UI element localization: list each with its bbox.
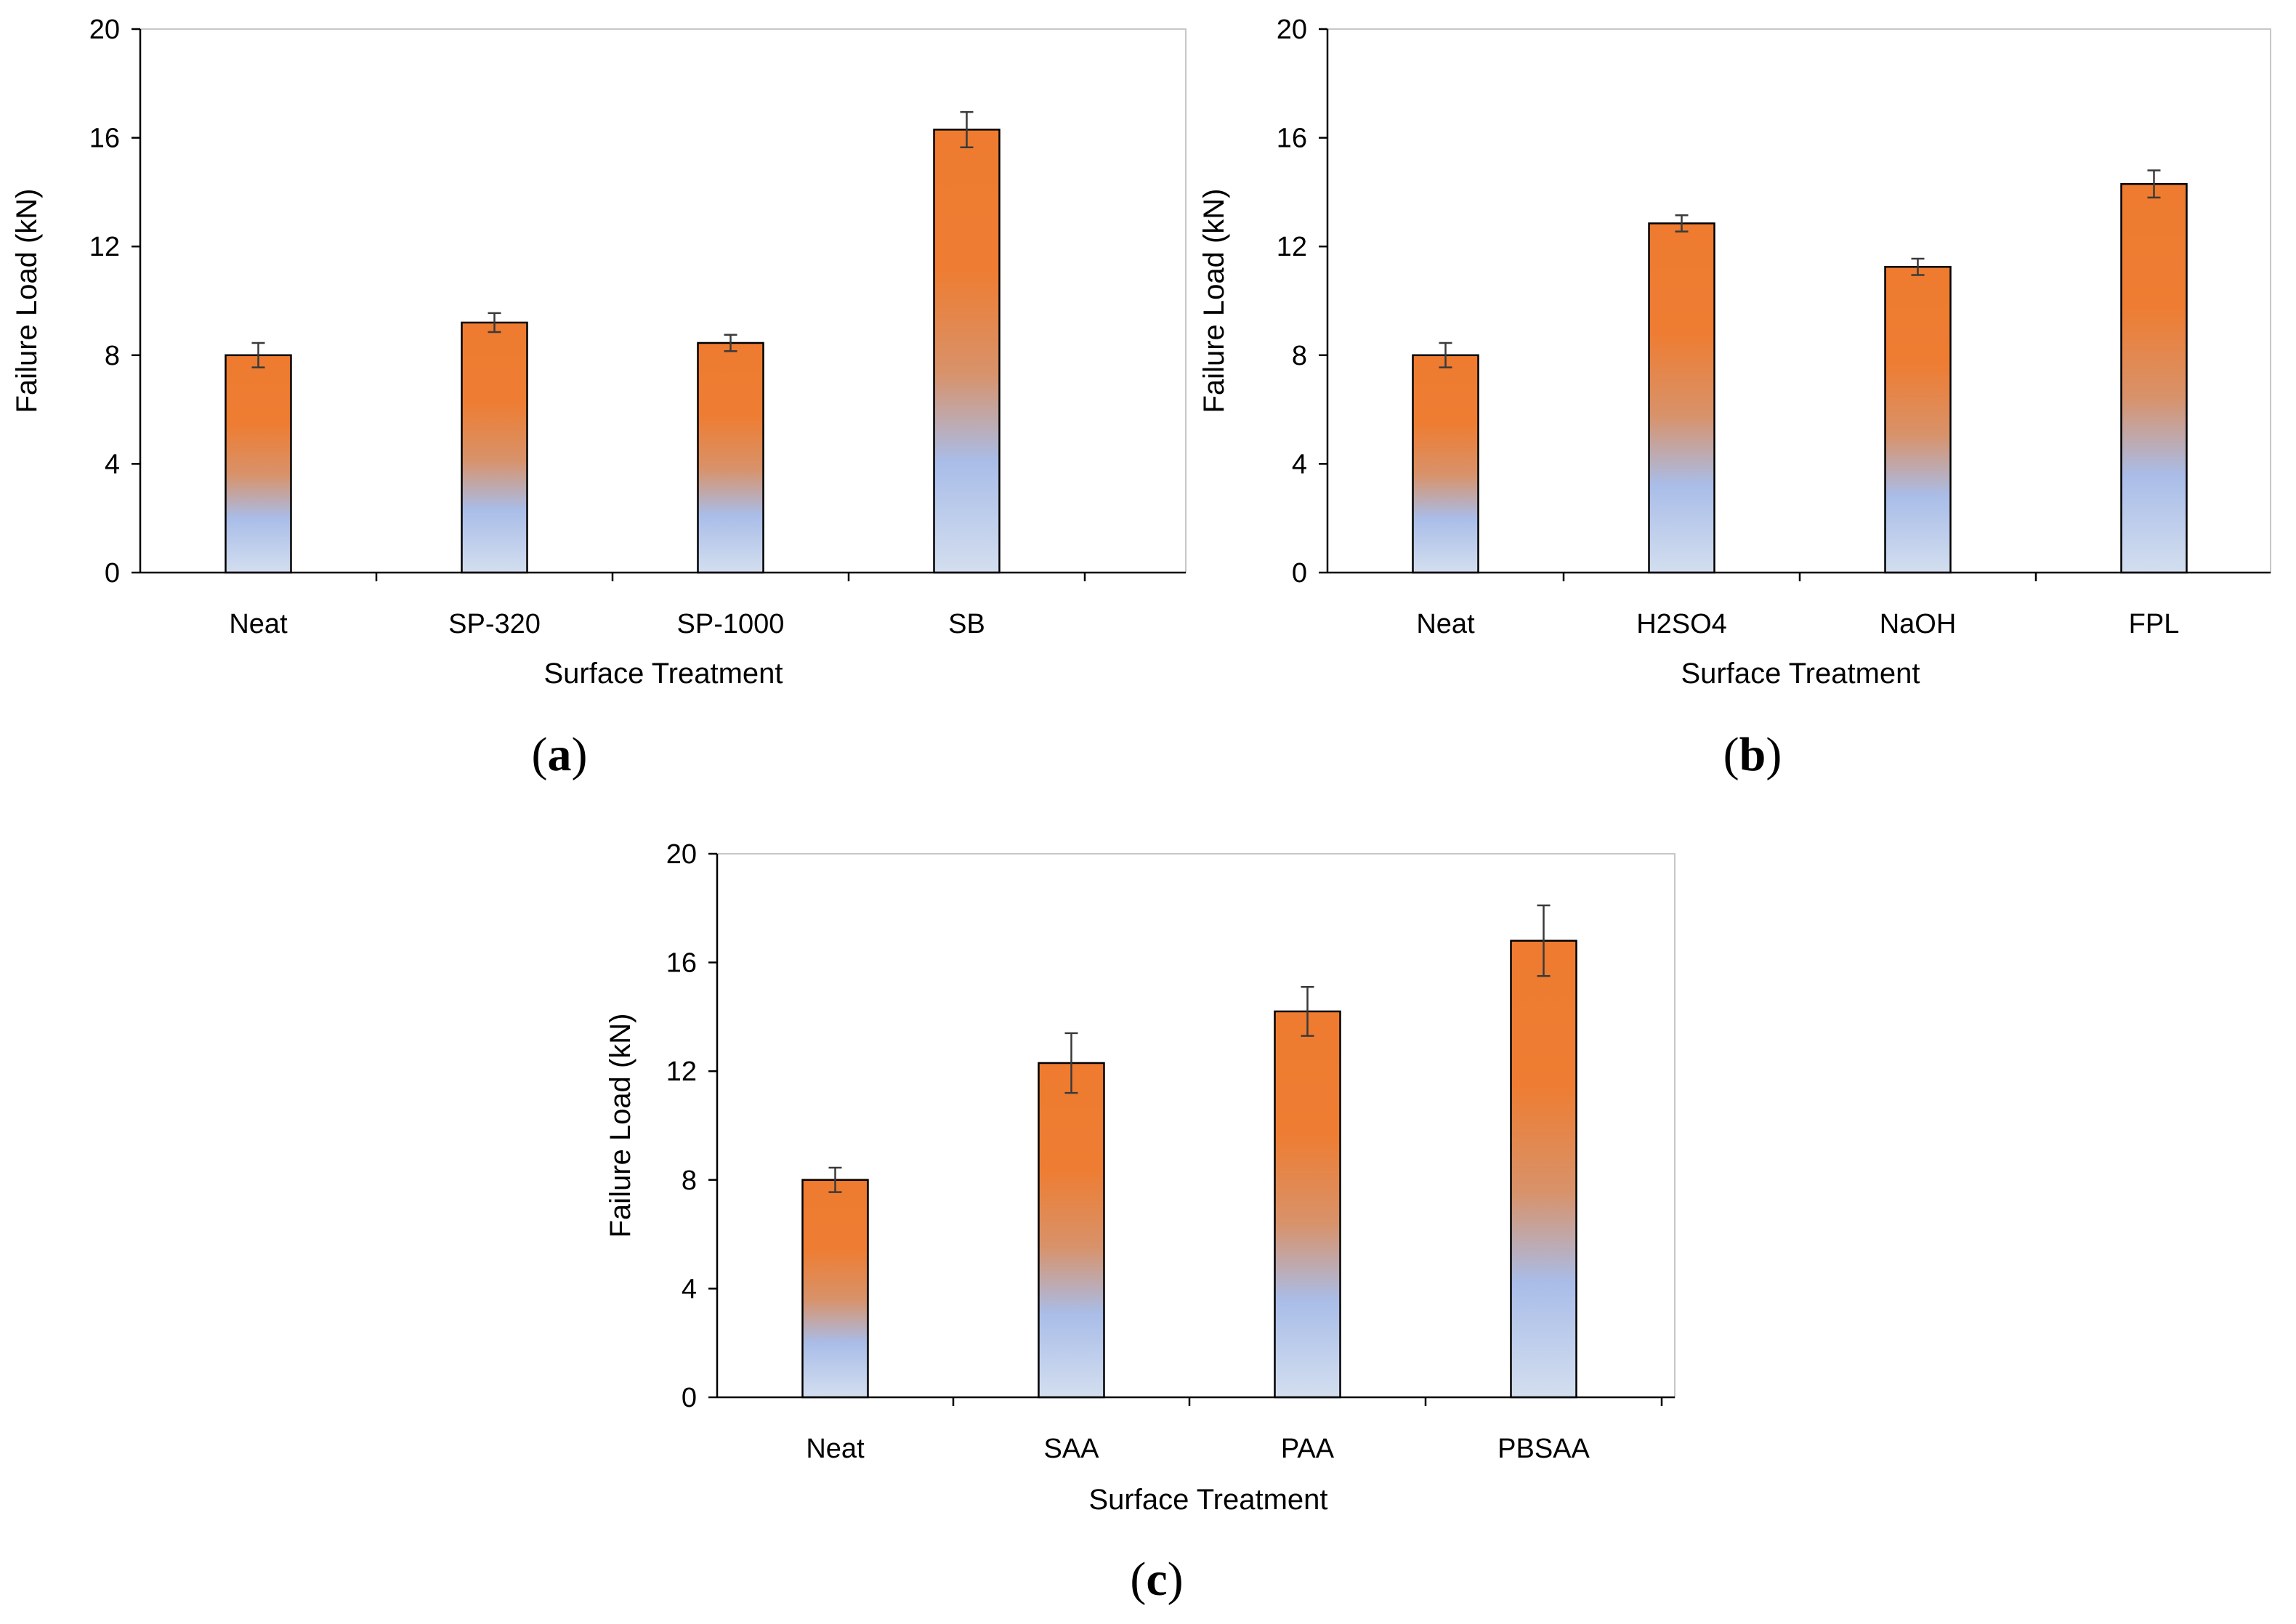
chart-panel-c: 0 4 8 12 16 20 Neat SAA PAA PBSAA Surface Treatm… <box>605 839 1675 1516</box>
y-tick-label: 4 <box>1292 449 1307 480</box>
bar-neat <box>1412 354 1479 574</box>
x-axis-title: Surface Treatment <box>1088 1484 1327 1516</box>
y-axis-ticks: 0 4 8 12 16 20 <box>89 15 140 589</box>
y-axis-ticks: 0 4 8 12 16 20 <box>1277 15 1327 589</box>
bar-h2so4 <box>1648 222 1715 574</box>
y-tick-label: 0 <box>105 558 120 589</box>
x-tick-label: H2SO4 <box>1636 609 1727 639</box>
bar-paa <box>1274 1010 1341 1399</box>
bar-naoh <box>1884 266 1952 574</box>
x-tick-label: SB <box>948 609 985 639</box>
y-tick-label: 8 <box>105 341 120 371</box>
bar-sp-1000 <box>697 342 764 574</box>
x-tick-label: SP-320 <box>448 609 541 639</box>
bar-fpl <box>2120 182 2188 574</box>
y-tick-label: 0 <box>682 1383 697 1413</box>
y-tick-label: 20 <box>666 839 697 870</box>
y-tick-label: 8 <box>1292 341 1307 371</box>
x-tick-label: Neat <box>806 1434 865 1464</box>
plot-frame <box>140 28 1187 573</box>
y-axis-title: Failure Load (kN) <box>1198 188 1230 413</box>
bar-sp-320 <box>461 321 528 574</box>
x-axis-title: Surface Treatment <box>543 658 783 690</box>
bars: Neat H2SO4 NaOH FPL <box>1412 169 2188 639</box>
x-tick-label: Neat <box>1416 609 1475 639</box>
chart-panel-a: 0 4 8 12 16 20 Neat SP-320 SP-1000 SB Surface Tr… <box>11 15 1187 690</box>
y-tick-label: 4 <box>682 1274 697 1304</box>
x-tick-label: SAA <box>1043 1434 1099 1464</box>
bars: Neat SP-320 SP-1000 SB <box>225 110 1086 639</box>
y-tick-label: 8 <box>682 1166 697 1196</box>
x-axis-title: Surface Treatment <box>1681 658 1920 690</box>
bar-pbsaa <box>1510 940 1577 1399</box>
y-tick-label: 4 <box>105 449 120 480</box>
y-tick-label: 12 <box>89 232 120 262</box>
bars: Neat SAA PAA PBSAA <box>801 904 1663 1464</box>
y-tick-label: 16 <box>89 124 120 154</box>
bar-neat <box>225 354 292 574</box>
y-tick-label: 20 <box>1277 15 1307 45</box>
y-tick-label: 0 <box>1292 558 1307 589</box>
y-axis-ticks: 0 4 8 12 16 20 <box>666 839 717 1413</box>
y-tick-label: 12 <box>1277 232 1307 262</box>
x-tick-label: FPL <box>2129 609 2180 639</box>
y-tick-label: 20 <box>89 15 120 45</box>
panel-label-b: (b) <box>1723 728 1782 781</box>
y-tick-label: 16 <box>1277 124 1307 154</box>
x-tick-label: PBSAA <box>1497 1434 1590 1464</box>
y-tick-label: 12 <box>666 1057 697 1087</box>
x-tick-label: NaOH <box>1880 609 1957 639</box>
x-tick-label: PAA <box>1281 1434 1335 1464</box>
bar-neat <box>801 1179 869 1399</box>
panel-label-a: (a) <box>532 728 588 781</box>
panel-label-c: (c) <box>1130 1553 1183 1606</box>
chart-panel-b: 0 4 8 12 16 20 Neat H2SO4 NaOH FPL Surface Treat… <box>1198 15 2271 690</box>
y-axis-title: Failure Load (kN) <box>605 1013 636 1237</box>
y-axis-title: Failure Load (kN) <box>11 188 43 413</box>
x-tick-label: Neat <box>229 609 288 639</box>
bar-saa <box>1038 1062 1105 1399</box>
y-tick-label: 16 <box>666 948 697 979</box>
bar-sb <box>933 129 1001 574</box>
x-tick-label: SP-1000 <box>677 609 785 639</box>
